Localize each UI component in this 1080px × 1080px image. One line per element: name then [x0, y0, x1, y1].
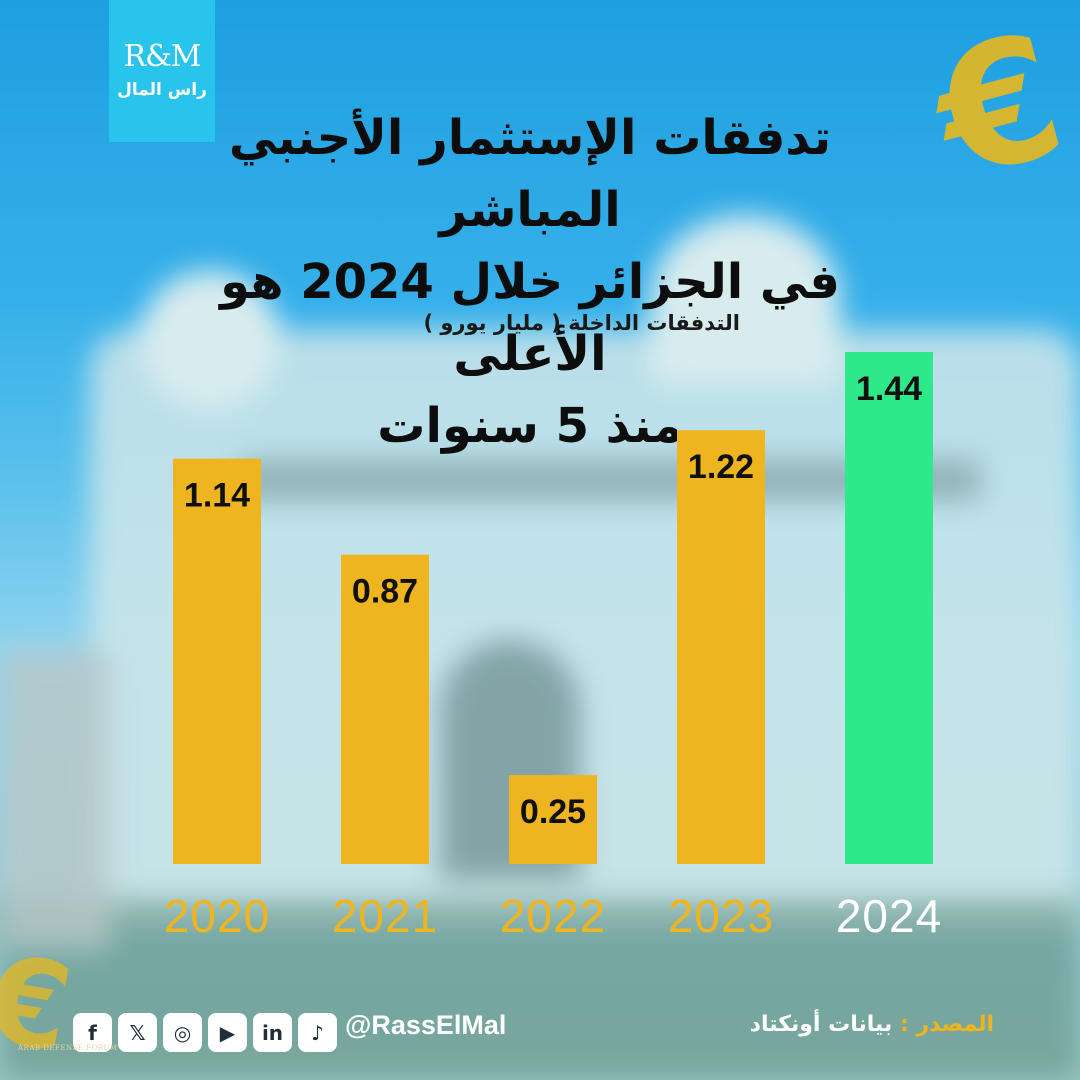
x-tick-label-2023: 2023 [668, 890, 774, 942]
logo-wordmark: راس المال [117, 80, 207, 100]
x-tick-label-2020: 2020 [164, 890, 270, 942]
bar-2024 [845, 352, 933, 864]
tiktok-icon[interactable]: ♪ [298, 1013, 337, 1052]
x-icon[interactable]: 𝕏 [118, 1013, 157, 1052]
linkedin-icon[interactable]: in [253, 1013, 292, 1052]
data-label-2021: 0.87 [352, 573, 418, 611]
data-label-2024: 1.44 [856, 370, 922, 408]
youtube-icon[interactable]: ▶ [208, 1013, 247, 1052]
logo-monogram: R&M [123, 39, 201, 74]
x-tick-label-2022: 2022 [500, 890, 606, 942]
instagram-icon[interactable]: ◎ [163, 1013, 202, 1052]
data-label-2023: 1.22 [688, 448, 754, 486]
data-label-2022: 0.25 [520, 793, 586, 831]
chart-title: تدفقات الإستثمار الأجنبي المباشر في الجز… [220, 110, 840, 454]
brand-logo: R&M راس المال [109, 0, 215, 142]
social-handle[interactable]: @RassElMal [345, 1010, 507, 1040]
bar-2022 [509, 775, 597, 864]
bar-2023 [677, 430, 765, 864]
x-tick-label-2024: 2024 [836, 890, 942, 942]
bar-2020 [173, 458, 261, 864]
bar-2021 [341, 554, 429, 864]
source-value: بيانات أونكتاد [749, 1012, 893, 1037]
social-icons: f 𝕏 ◎ ▶ in ♪ [73, 1013, 337, 1052]
x-tick-label-2021: 2021 [332, 890, 438, 942]
source-note: المصدر : بيانات أونكتاد [750, 1012, 994, 1037]
source-label: المصدر : [899, 1012, 994, 1037]
chart-subtitle: التدفقات الداخلة ( مليار يورو ) [423, 311, 740, 335]
watermark-text: ARAB DEFENSE FORUM [18, 1044, 118, 1052]
facebook-icon[interactable]: f [73, 1013, 112, 1052]
data-label-2020: 1.14 [184, 477, 250, 515]
